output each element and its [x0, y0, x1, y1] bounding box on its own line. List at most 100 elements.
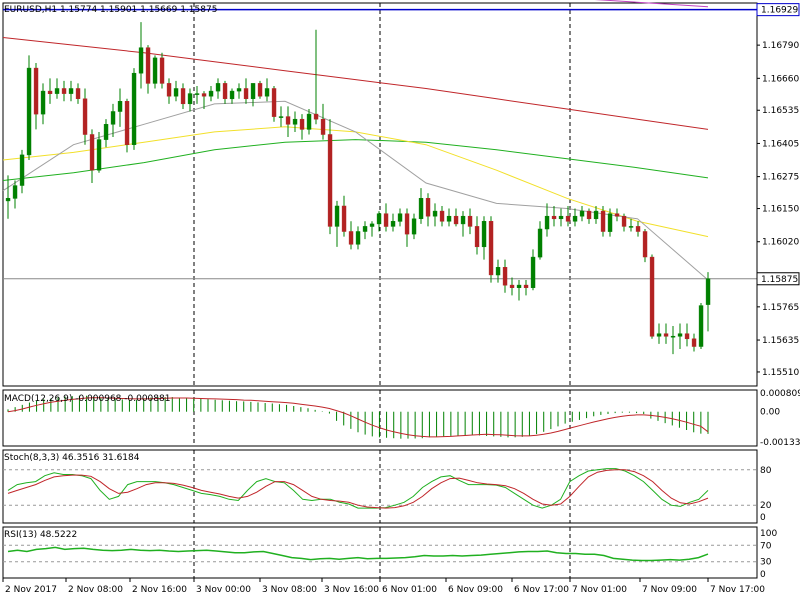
- candle-body: [656, 333, 662, 337]
- x-tick-label: 7 Nov 09:00: [642, 585, 697, 595]
- x-tick-label: 6 Nov 09:00: [448, 585, 503, 595]
- candle-body: [684, 333, 690, 340]
- x-tick-label: 2 Nov 08:00: [68, 585, 123, 595]
- macd-title: MACD(12,26,9) -0.000968 -0.000881: [4, 394, 170, 404]
- candle-body: [691, 338, 697, 347]
- candle-body: [89, 134, 95, 171]
- candle-body: [264, 88, 270, 97]
- candle-body: [229, 90, 235, 100]
- stoch-d-line: [7, 469, 709, 509]
- candle-body: [404, 213, 410, 235]
- x-tick-label: 6 Nov 17:00: [514, 585, 569, 595]
- candle-body: [705, 278, 711, 305]
- x-tick-label: 3 Nov 16:00: [324, 585, 379, 595]
- candle-body: [243, 88, 249, 99]
- candle-body: [26, 67, 32, 156]
- candle-body: [19, 154, 25, 186]
- candle-body: [250, 83, 256, 99]
- candle-body: [586, 210, 592, 220]
- macd-signal-line: [7, 397, 709, 438]
- y-tick-label: 1.15635: [762, 336, 799, 346]
- candle-body: [670, 335, 676, 338]
- y-tick-label: 1.16535: [762, 106, 799, 116]
- candle-body: [236, 88, 242, 92]
- candle-body: [397, 213, 403, 222]
- candle-body: [54, 88, 60, 94]
- candle-body: [166, 83, 172, 97]
- candle-body: [453, 215, 459, 225]
- candle-body: [306, 113, 312, 130]
- ma-magenta-line: [594, 0, 709, 8]
- candle-body: [642, 231, 648, 258]
- ma-red-line: [2, 37, 709, 130]
- candle-body: [649, 256, 655, 337]
- candle-body: [677, 333, 683, 337]
- candle-body: [320, 118, 326, 135]
- candle-body: [12, 185, 18, 199]
- candle-body: [537, 228, 543, 258]
- candle-body: [75, 88, 81, 99]
- candle-body: [439, 210, 445, 222]
- candle-body: [40, 90, 46, 115]
- candle-body: [215, 83, 221, 92]
- macd-y-tick-label: -0.001333: [760, 438, 800, 448]
- y-tick-label: 1.15510: [762, 368, 799, 378]
- candle-body: [68, 88, 74, 94]
- candle-body: [530, 256, 536, 288]
- candle-body: [593, 210, 599, 220]
- x-tick-label: 7 Nov 01:00: [572, 585, 627, 595]
- candle-body: [152, 57, 158, 84]
- rsi-panel: 100 70 30 0: [2, 526, 777, 580]
- candle-body: [698, 305, 704, 347]
- candle-body: [558, 215, 564, 220]
- rsi-title: RSI(13) 48.5222: [4, 530, 77, 540]
- candle-body: [516, 284, 522, 288]
- candle-body: [425, 198, 431, 217]
- macd-panel: 0.000809 0.00 -0.001333: [2, 389, 800, 448]
- macd-y-tick-label: 0.000809: [760, 389, 800, 399]
- time-axis: 2 Nov 2017 2 Nov 08:00 2 Nov 16:00 3 Nov 00…: [2, 578, 765, 595]
- candle-body: [257, 83, 263, 97]
- candle-body: [572, 215, 578, 222]
- stoch-y-tick-label: 0: [760, 513, 766, 523]
- y-tick-label: 1.16020: [762, 238, 799, 248]
- candle-body: [460, 215, 466, 225]
- candle-body: [390, 221, 396, 227]
- candle-body: [194, 93, 200, 95]
- candle-body: [355, 231, 361, 245]
- candle-body: [201, 93, 207, 97]
- highlight-level-label: 1.16929: [761, 6, 798, 16]
- candle-body: [509, 284, 515, 288]
- candle-body: [208, 90, 214, 97]
- stoch-title: Stoch(8,3,3) 46.3516 31.6184: [4, 453, 140, 463]
- candle-body: [292, 118, 298, 125]
- candle-body: [271, 88, 277, 117]
- ma-green-line: [2, 139, 709, 181]
- y-tick-label: 1.16405: [762, 139, 799, 149]
- candle-body: [222, 83, 228, 99]
- candle-body: [313, 113, 319, 120]
- candle-body: [565, 215, 571, 222]
- candle-body: [131, 72, 137, 145]
- candle-body: [334, 205, 340, 227]
- candle-body: [663, 333, 669, 337]
- main-chart-title: EURUSD,H1 1.15774 1.15901 1.15669 1.1587…: [4, 5, 217, 15]
- candle-body: [180, 88, 186, 105]
- candle-body: [467, 215, 473, 227]
- x-tick-label: 7 Nov 17:00: [710, 585, 765, 595]
- candle-body: [5, 198, 11, 202]
- candle-body: [96, 139, 102, 171]
- stoch-y-tick-label: 80: [760, 466, 772, 476]
- candle-body: [187, 93, 193, 105]
- candle-body: [285, 116, 291, 125]
- stochastic-panel: 80 20 0: [2, 449, 772, 524]
- candle-body: [341, 205, 347, 232]
- candle-body: [488, 221, 494, 276]
- rsi-y-tick-label: 0: [760, 570, 766, 580]
- candle-body: [502, 267, 508, 286]
- x-tick-label: 2 Nov 2017: [5, 585, 57, 595]
- candle-body: [159, 57, 165, 84]
- x-tick-label: 3 Nov 00:00: [196, 585, 251, 595]
- stoch-k-line: [7, 468, 709, 509]
